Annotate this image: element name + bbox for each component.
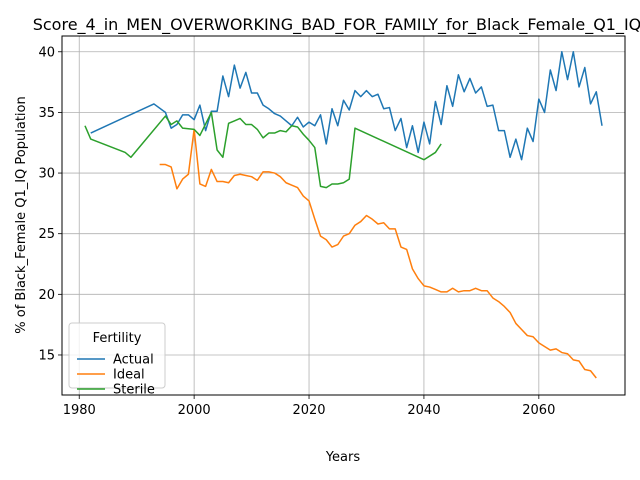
y-tick-label: 40	[38, 45, 55, 60]
x-axis-label: Years	[325, 450, 361, 465]
series-line-ideal	[159, 128, 597, 379]
chart-title: Score_4_in_MEN_OVERWORKING_BAD_FOR_FAMIL…	[33, 15, 640, 35]
y-tick-label: 20	[38, 288, 55, 303]
x-tick-label: 2060	[522, 403, 555, 418]
y-tick-label: 15	[38, 348, 55, 363]
plot-frame	[61, 35, 626, 396]
legend-title: Fertility	[93, 331, 142, 346]
y-tick-label: 30	[38, 167, 55, 182]
legend-label-ideal: Ideal	[113, 368, 145, 383]
y-axis-ticks: 15 20 25 30 35 40	[38, 45, 62, 363]
legend-label-sterile: Sterile	[113, 383, 155, 398]
y-axis-label: % of Black_Female Q1_IQ Population	[14, 96, 29, 333]
x-tick-label: 2020	[292, 403, 325, 418]
series-line-actual	[90, 51, 603, 161]
y-tick-label: 25	[38, 227, 55, 242]
x-tick-label: 2000	[178, 403, 211, 418]
y-tick-label: 35	[38, 106, 55, 121]
data-series	[84, 51, 603, 379]
legend-box	[68, 322, 166, 389]
x-axis-ticks: 1980 2000 2020 2040 2060	[63, 395, 555, 418]
x-tick-label: 2040	[407, 403, 440, 418]
series-line-sterile	[84, 111, 442, 189]
x-tick-label: 1980	[63, 403, 96, 418]
grid-lines	[62, 36, 625, 395]
legend-label-actual: Actual	[113, 353, 154, 368]
